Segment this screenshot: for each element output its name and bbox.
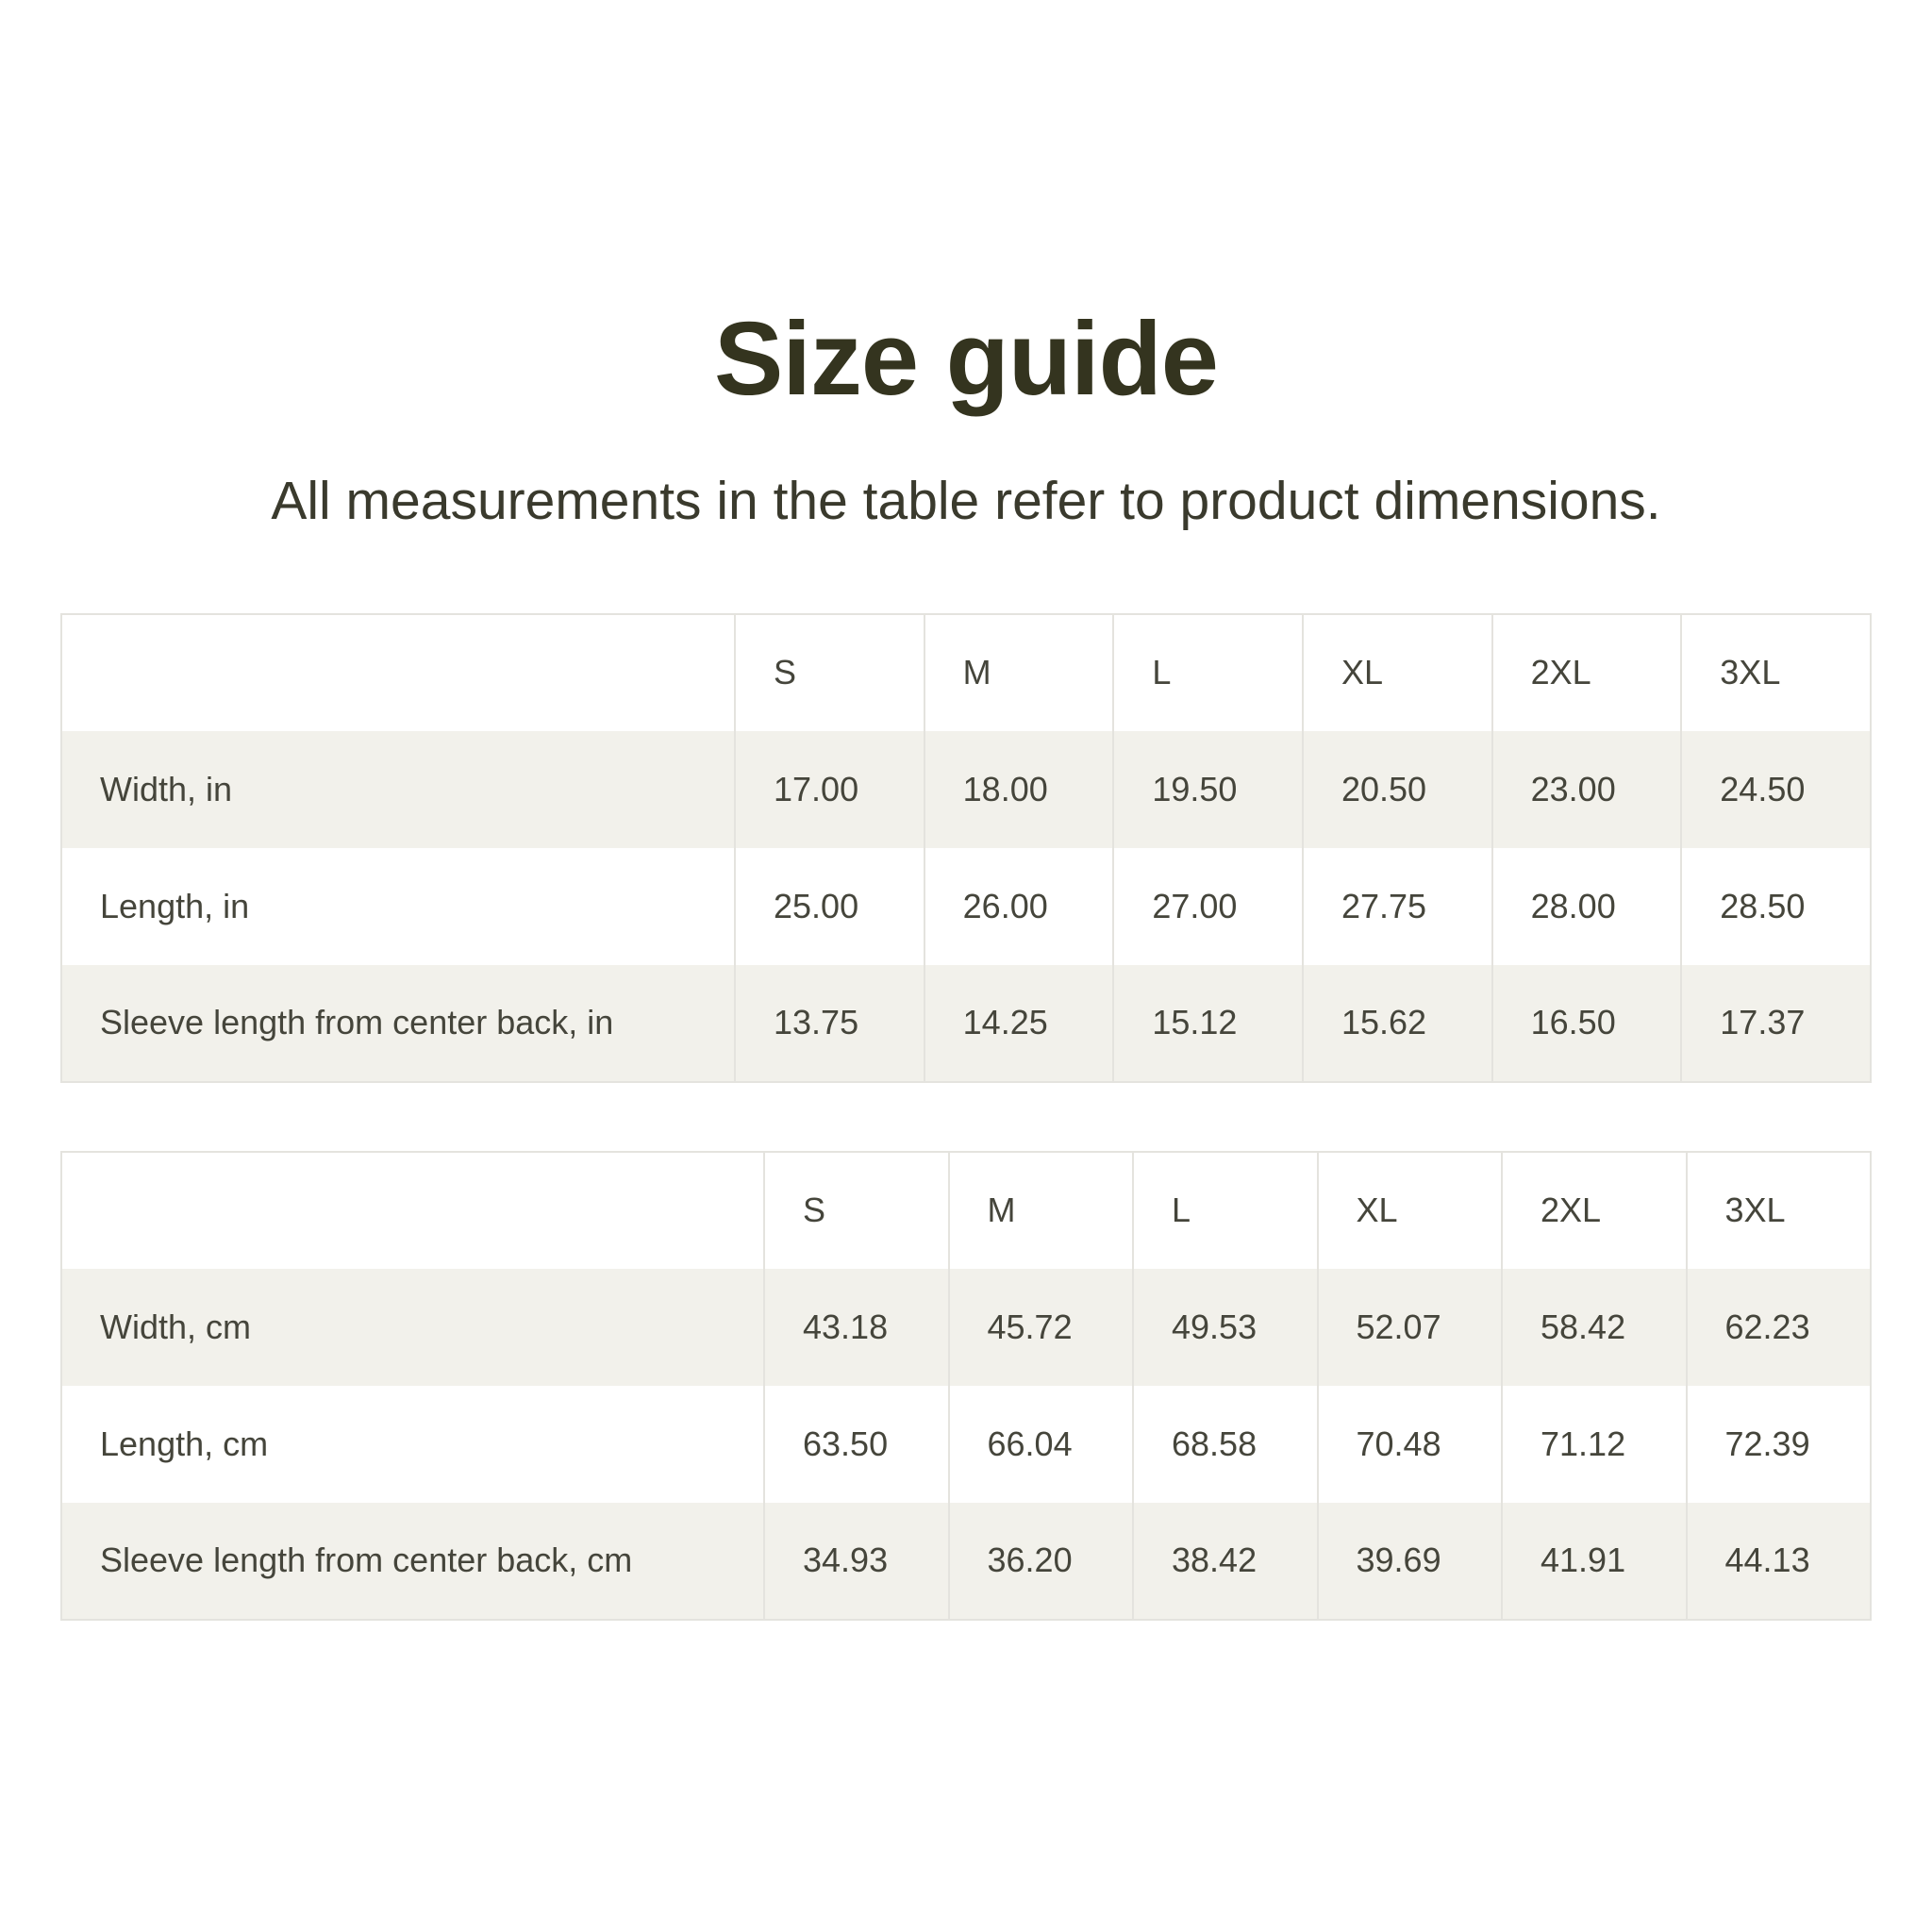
measurement-label: Length, cm <box>100 1424 269 1463</box>
page-subtitle: All measurements in the table refer to p… <box>271 470 1661 531</box>
measurement-label: Width, in <box>100 769 233 808</box>
measurement-value: 41.91 <box>1501 1502 1687 1620</box>
measurement-value: 36.20 <box>947 1502 1133 1620</box>
size-column-header: 3XL <box>1685 1151 1871 1269</box>
corner-cell <box>61 614 735 731</box>
size-column-header: XL <box>1301 613 1492 731</box>
size-tables: S M L XL 2XL 3XL Width, in 17.00 18.00 19.50 20.50… <box>0 612 1932 1621</box>
size-header-row: S M L XL 2XL 3XL <box>61 1151 1871 1269</box>
measurement-value: 28.50 <box>1680 847 1871 965</box>
measurement-value: 26.00 <box>923 847 1114 965</box>
measurement-value: 43.18 <box>763 1268 949 1386</box>
size-column-header: 3XL <box>1680 613 1871 731</box>
measurement-value: 49.53 <box>1132 1268 1318 1386</box>
size-guide-section: Size guide All measurements in the table… <box>0 301 1932 1621</box>
measurement-value: 70.48 <box>1316 1385 1502 1503</box>
size-header-row: S M L XL 2XL 3XL <box>61 613 1871 731</box>
size-column-header: S <box>734 613 924 731</box>
measurement-value: 72.39 <box>1685 1385 1871 1503</box>
measurement-value: 24.50 <box>1680 730 1871 848</box>
measurement-value: 13.75 <box>734 964 924 1082</box>
measurement-value: 58.42 <box>1501 1268 1687 1386</box>
measurement-value: 62.23 <box>1685 1268 1871 1386</box>
measurement-label: Length, in <box>100 886 250 925</box>
size-column-header: S <box>763 1151 949 1269</box>
measurement-value: 25.00 <box>734 847 924 965</box>
size-column-header: L <box>1132 1151 1318 1269</box>
measurement-value: 44.13 <box>1685 1502 1871 1620</box>
measurement-row: Width, in 17.00 18.00 19.50 20.50 23.00 24.50 <box>61 730 1871 848</box>
measurement-value: 15.12 <box>1112 964 1303 1082</box>
measurement-value: 45.72 <box>947 1268 1133 1386</box>
measurement-value: 23.00 <box>1491 730 1682 848</box>
measurement-value: 15.62 <box>1301 964 1492 1082</box>
measurement-label: Width, cm <box>100 1307 252 1346</box>
measurement-label: Sleeve length from center back, in <box>100 1003 614 1042</box>
measurement-value: 66.04 <box>947 1385 1133 1503</box>
measurement-value: 27.00 <box>1112 847 1303 965</box>
measurement-label: Sleeve length from center back, cm <box>100 1541 633 1580</box>
measurement-value: 18.00 <box>923 730 1114 848</box>
measurement-value: 17.37 <box>1680 964 1871 1082</box>
size-table-imperial: S M L XL 2XL 3XL Width, in 17.00 18.00 19.50 20.50… <box>60 612 1872 1083</box>
measurement-value: 71.12 <box>1501 1385 1687 1503</box>
measurement-row: Sleeve length from center back, cm 34.93 3… <box>61 1502 1871 1620</box>
measurement-value: 28.00 <box>1491 847 1682 965</box>
measurement-row: Length, in 25.00 26.00 27.00 27.75 28.00 28.50 <box>61 847 1871 965</box>
page-title: Size guide <box>714 301 1219 417</box>
size-column-header: XL <box>1316 1151 1502 1269</box>
measurement-value: 63.50 <box>763 1385 949 1503</box>
size-column-header: M <box>947 1151 1133 1269</box>
measurement-value: 27.75 <box>1301 847 1492 965</box>
measurement-value: 20.50 <box>1301 730 1492 848</box>
size-column-header: L <box>1112 613 1303 731</box>
measurement-value: 38.42 <box>1132 1502 1318 1620</box>
measurement-value: 39.69 <box>1316 1502 1502 1620</box>
measurement-row: Length, cm 63.50 66.04 68.58 70.48 71.12 72.39 <box>61 1385 1871 1503</box>
size-column-header: M <box>923 613 1114 731</box>
size-column-header: 2XL <box>1491 613 1682 731</box>
measurement-value: 17.00 <box>734 730 924 848</box>
measurement-value: 14.25 <box>923 964 1114 1082</box>
measurement-value: 16.50 <box>1491 964 1682 1082</box>
size-column-header: 2XL <box>1501 1151 1687 1269</box>
measurement-row: Width, cm 43.18 45.72 49.53 52.07 58.42 62.23 <box>61 1268 1871 1386</box>
size-table-metric: S M L XL 2XL 3XL Width, cm 43.18 45.72 49.53 52.07… <box>60 1150 1872 1621</box>
measurement-row: Sleeve length from center back, in 13.75 1… <box>61 964 1871 1082</box>
measurement-value: 19.50 <box>1112 730 1303 848</box>
measurement-value: 68.58 <box>1132 1385 1318 1503</box>
measurement-value: 52.07 <box>1316 1268 1502 1386</box>
measurement-value: 34.93 <box>763 1502 949 1620</box>
corner-cell <box>61 1152 764 1269</box>
